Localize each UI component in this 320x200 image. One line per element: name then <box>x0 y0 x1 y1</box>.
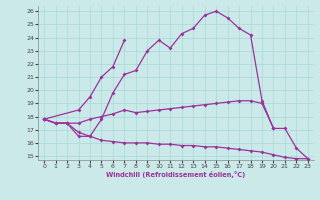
X-axis label: Windchill (Refroidissement éolien,°C): Windchill (Refroidissement éolien,°C) <box>106 171 246 178</box>
